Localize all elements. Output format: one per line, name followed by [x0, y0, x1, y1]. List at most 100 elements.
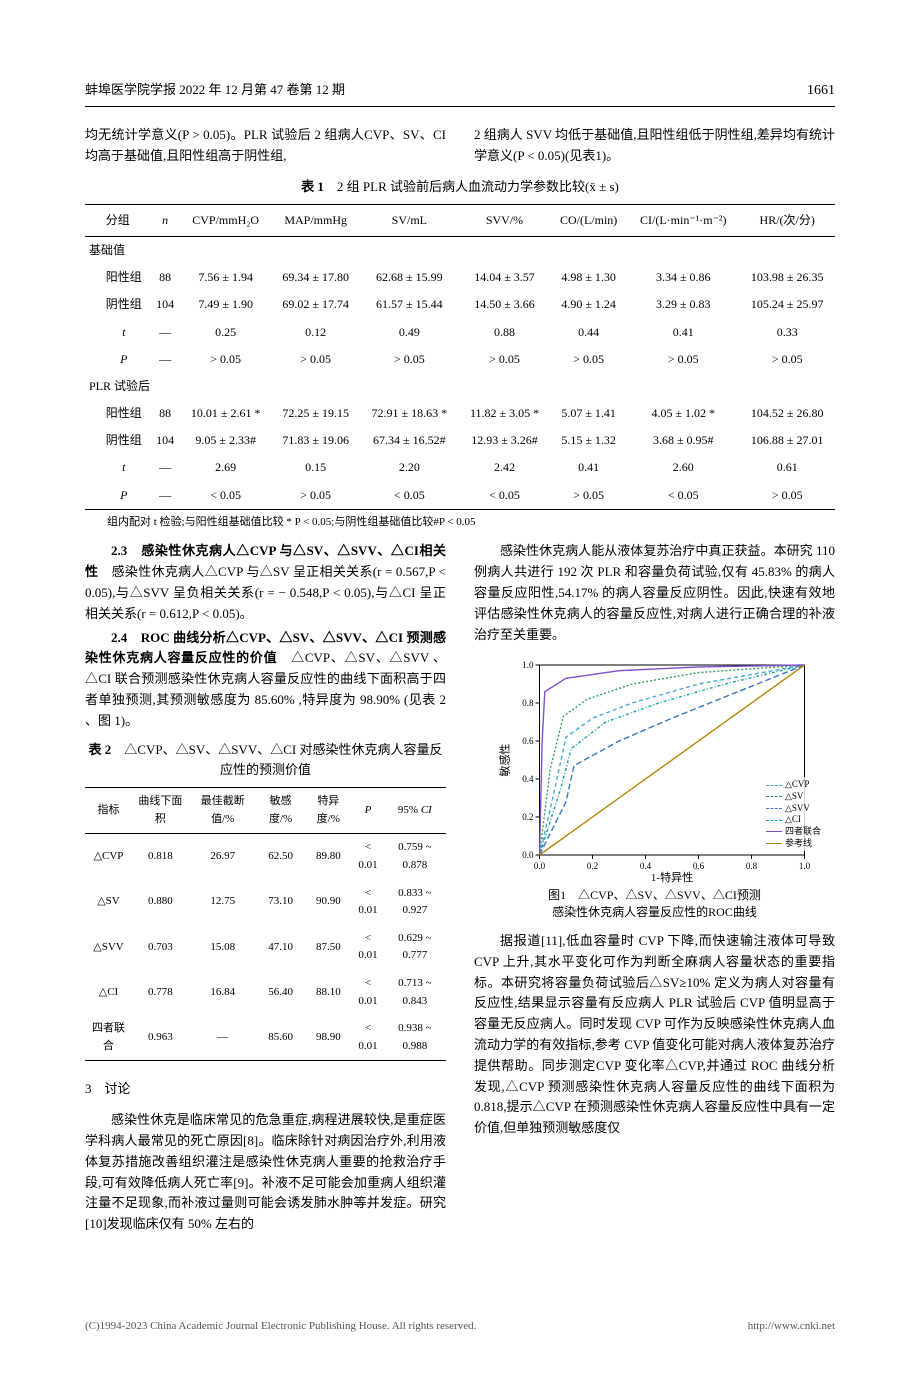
svg-text:0.4: 0.4 [522, 774, 534, 784]
roc-chart: 0.00.00.20.20.40.40.60.60.80.81.01.01-特异… [474, 655, 835, 885]
table-cell: 0.12 [272, 319, 360, 346]
table-cell: 3.29 ± 0.83 [627, 291, 739, 318]
table-cell: < 0.01 [352, 834, 384, 880]
intro-right: 2 组病人 SVV 均低于基础值,且阳性组低于阴性组,差异均有统计学意义(P <… [474, 125, 835, 167]
table-cell: 71.83 ± 19.06 [272, 427, 360, 454]
table-cell: 72.25 ± 19.15 [272, 400, 360, 427]
table-cell: 88 [151, 400, 180, 427]
svg-text:0.2: 0.2 [522, 812, 533, 822]
svg-text:0.8: 0.8 [522, 698, 534, 708]
table-cell: △SV [85, 880, 132, 925]
table-cell: 104.52 ± 26.80 [739, 400, 835, 427]
table-cell: 0.44 [550, 319, 627, 346]
left-column: 2.3 感染性休克病人△CVP 与△SV、△SVV、△CI相关性 感染性休克病人… [85, 541, 446, 1237]
table-cell: > 0.05 [627, 346, 739, 373]
legend-label: 四者联合 [785, 826, 821, 838]
legend-swatch [766, 796, 782, 797]
svg-text:0.2: 0.2 [587, 861, 598, 871]
table-cell: 0.88 [459, 319, 550, 346]
table-cell: 47.10 [257, 925, 305, 970]
table1-header: MAP/mmHg [272, 204, 360, 236]
legend-item: △SVV [766, 803, 821, 815]
table-cell: 阳性组 [85, 264, 151, 291]
table-cell: 3.34 ± 0.86 [627, 264, 739, 291]
table-cell: 103.98 ± 26.35 [739, 264, 835, 291]
legend-item: △SV [766, 791, 821, 803]
table-cell: 5.15 ± 1.32 [550, 427, 627, 454]
table-cell: 0.880 [132, 880, 189, 925]
table-cell: — [189, 1015, 257, 1061]
table-cell: — [151, 346, 180, 373]
page-footer: (C)1994-2023 China Academic Journal Elec… [85, 1318, 835, 1336]
table-cell: 104 [151, 427, 180, 454]
table-cell: 69.02 ± 17.74 [272, 291, 360, 318]
table-cell: 98.90 [304, 1015, 352, 1061]
table1-note: 组内配对 t 检验;与阳性组基础值比较 * P < 0.05;与阴性组基础值比较… [85, 514, 835, 532]
page-number: 1661 [807, 80, 835, 102]
table-row: 阳性组8810.01 ± 2.61 *72.25 ± 19.1572.91 ± … [85, 400, 835, 427]
legend-item: △CI [766, 814, 821, 826]
table-cell: 4.98 ± 1.30 [550, 264, 627, 291]
table-cell: 0.713 ~ 0.843 [384, 970, 446, 1015]
table-row: △CI0.77816.8456.4088.10< 0.010.713 ~ 0.8… [85, 970, 446, 1015]
svg-text:敏感性: 敏感性 [498, 744, 512, 777]
table-cell: 四者联合 [85, 1015, 132, 1061]
table-cell: 85.60 [257, 1015, 305, 1061]
table-cell: 12.93 ± 3.26# [459, 427, 550, 454]
table-cell: 106.88 ± 27.01 [739, 427, 835, 454]
discussion-p1: 感染性休克是临床常见的危急重症,病程进展较快,是重症医学科病人最常见的死亡原因[… [85, 1110, 446, 1235]
table-cell: 14.04 ± 3.57 [459, 264, 550, 291]
table-row: t—0.250.120.490.880.440.410.33 [85, 319, 835, 346]
table2-header: 95% CI [384, 788, 446, 834]
table-row: △SVV0.70315.0847.1087.50< 0.010.629 ~ 0.… [85, 925, 446, 970]
table-row: P—< 0.05> 0.05< 0.05< 0.05> 0.05< 0.05> … [85, 482, 835, 510]
table-cell: 87.50 [304, 925, 352, 970]
table-cell: — [151, 454, 180, 481]
right-column: 感染性休克病人能从液体复苏治疗中真正获益。本研究 110 例病人共进行 192 … [474, 541, 835, 1237]
chart-legend: △CVP△SV△SVV△CI四者联合参考线 [764, 777, 823, 851]
table1-section-label: PLR 试验后 [85, 373, 835, 400]
svg-text:0.6: 0.6 [693, 861, 705, 871]
figure-caption: 图1 △CVP、△SV、△SVV、△CI预测 感染性休克病人容量反应性的ROC曲… [474, 887, 835, 921]
table-cell: 0.818 [132, 834, 189, 880]
table-row: △SV0.88012.7573.1090.90< 0.010.833 ~ 0.9… [85, 880, 446, 925]
legend-label: △CVP [785, 779, 809, 791]
table-row: 四者联合0.963—85.6098.90< 0.010.938 ~ 0.988 [85, 1015, 446, 1061]
svg-text:1.0: 1.0 [522, 660, 534, 670]
table-cell: 0.938 ~ 0.988 [384, 1015, 446, 1061]
table-row: 阴性组1049.05 ± 2.33#71.83 ± 19.0667.34 ± 1… [85, 427, 835, 454]
table-cell: △CVP [85, 834, 132, 880]
table-cell: 0.629 ~ 0.777 [384, 925, 446, 970]
legend-label: △SV [785, 791, 803, 803]
svg-text:0.6: 0.6 [522, 736, 534, 746]
table-cell: 104 [151, 291, 180, 318]
discussion-right-2: 据报道[11],低血容量时 CVP 下降,而快速输注液体可导致 CVP 上升,其… [474, 931, 835, 1139]
table-cell: 2.60 [627, 454, 739, 481]
legend-swatch [766, 808, 782, 809]
table-cell: > 0.05 [739, 346, 835, 373]
table-row: t—2.690.152.202.420.412.600.61 [85, 454, 835, 481]
footer-right: http://www.cnki.net [748, 1318, 835, 1336]
table-cell: > 0.05 [459, 346, 550, 373]
table-cell: 14.50 ± 3.66 [459, 291, 550, 318]
table-cell: — [151, 482, 180, 510]
legend-swatch [766, 820, 782, 821]
table-cell: > 0.05 [180, 346, 272, 373]
table2: 指标曲线下面积最佳截断值/%敏感度/%特异度/%P95% CI △CVP0.81… [85, 787, 446, 1061]
table-cell: 0.703 [132, 925, 189, 970]
table-row: P—> 0.05> 0.05> 0.05> 0.05> 0.05> 0.05> … [85, 346, 835, 373]
table-cell: 105.24 ± 25.97 [739, 291, 835, 318]
table-cell: 0.25 [180, 319, 272, 346]
table-cell: < 0.05 [360, 482, 459, 510]
table-cell: 2.42 [459, 454, 550, 481]
table1: 分组nCVP/mmH₂OMAP/mmHgSV/mLSVV/%CO/(L/min)… [85, 204, 835, 510]
legend-label: △SVV [785, 803, 810, 815]
table-cell: 61.57 ± 15.44 [360, 291, 459, 318]
table-cell: 4.05 ± 1.02 * [627, 400, 739, 427]
table-cell: 88.10 [304, 970, 352, 1015]
legend-item: △CVP [766, 779, 821, 791]
table-cell: t [85, 454, 151, 481]
table2-header: 特异度/% [304, 788, 352, 834]
table-cell: 62.50 [257, 834, 305, 880]
table1-title: 表 1 2 组 PLR 试验前后病人血流动力学参数比较(x̄ ± s) [85, 177, 835, 198]
